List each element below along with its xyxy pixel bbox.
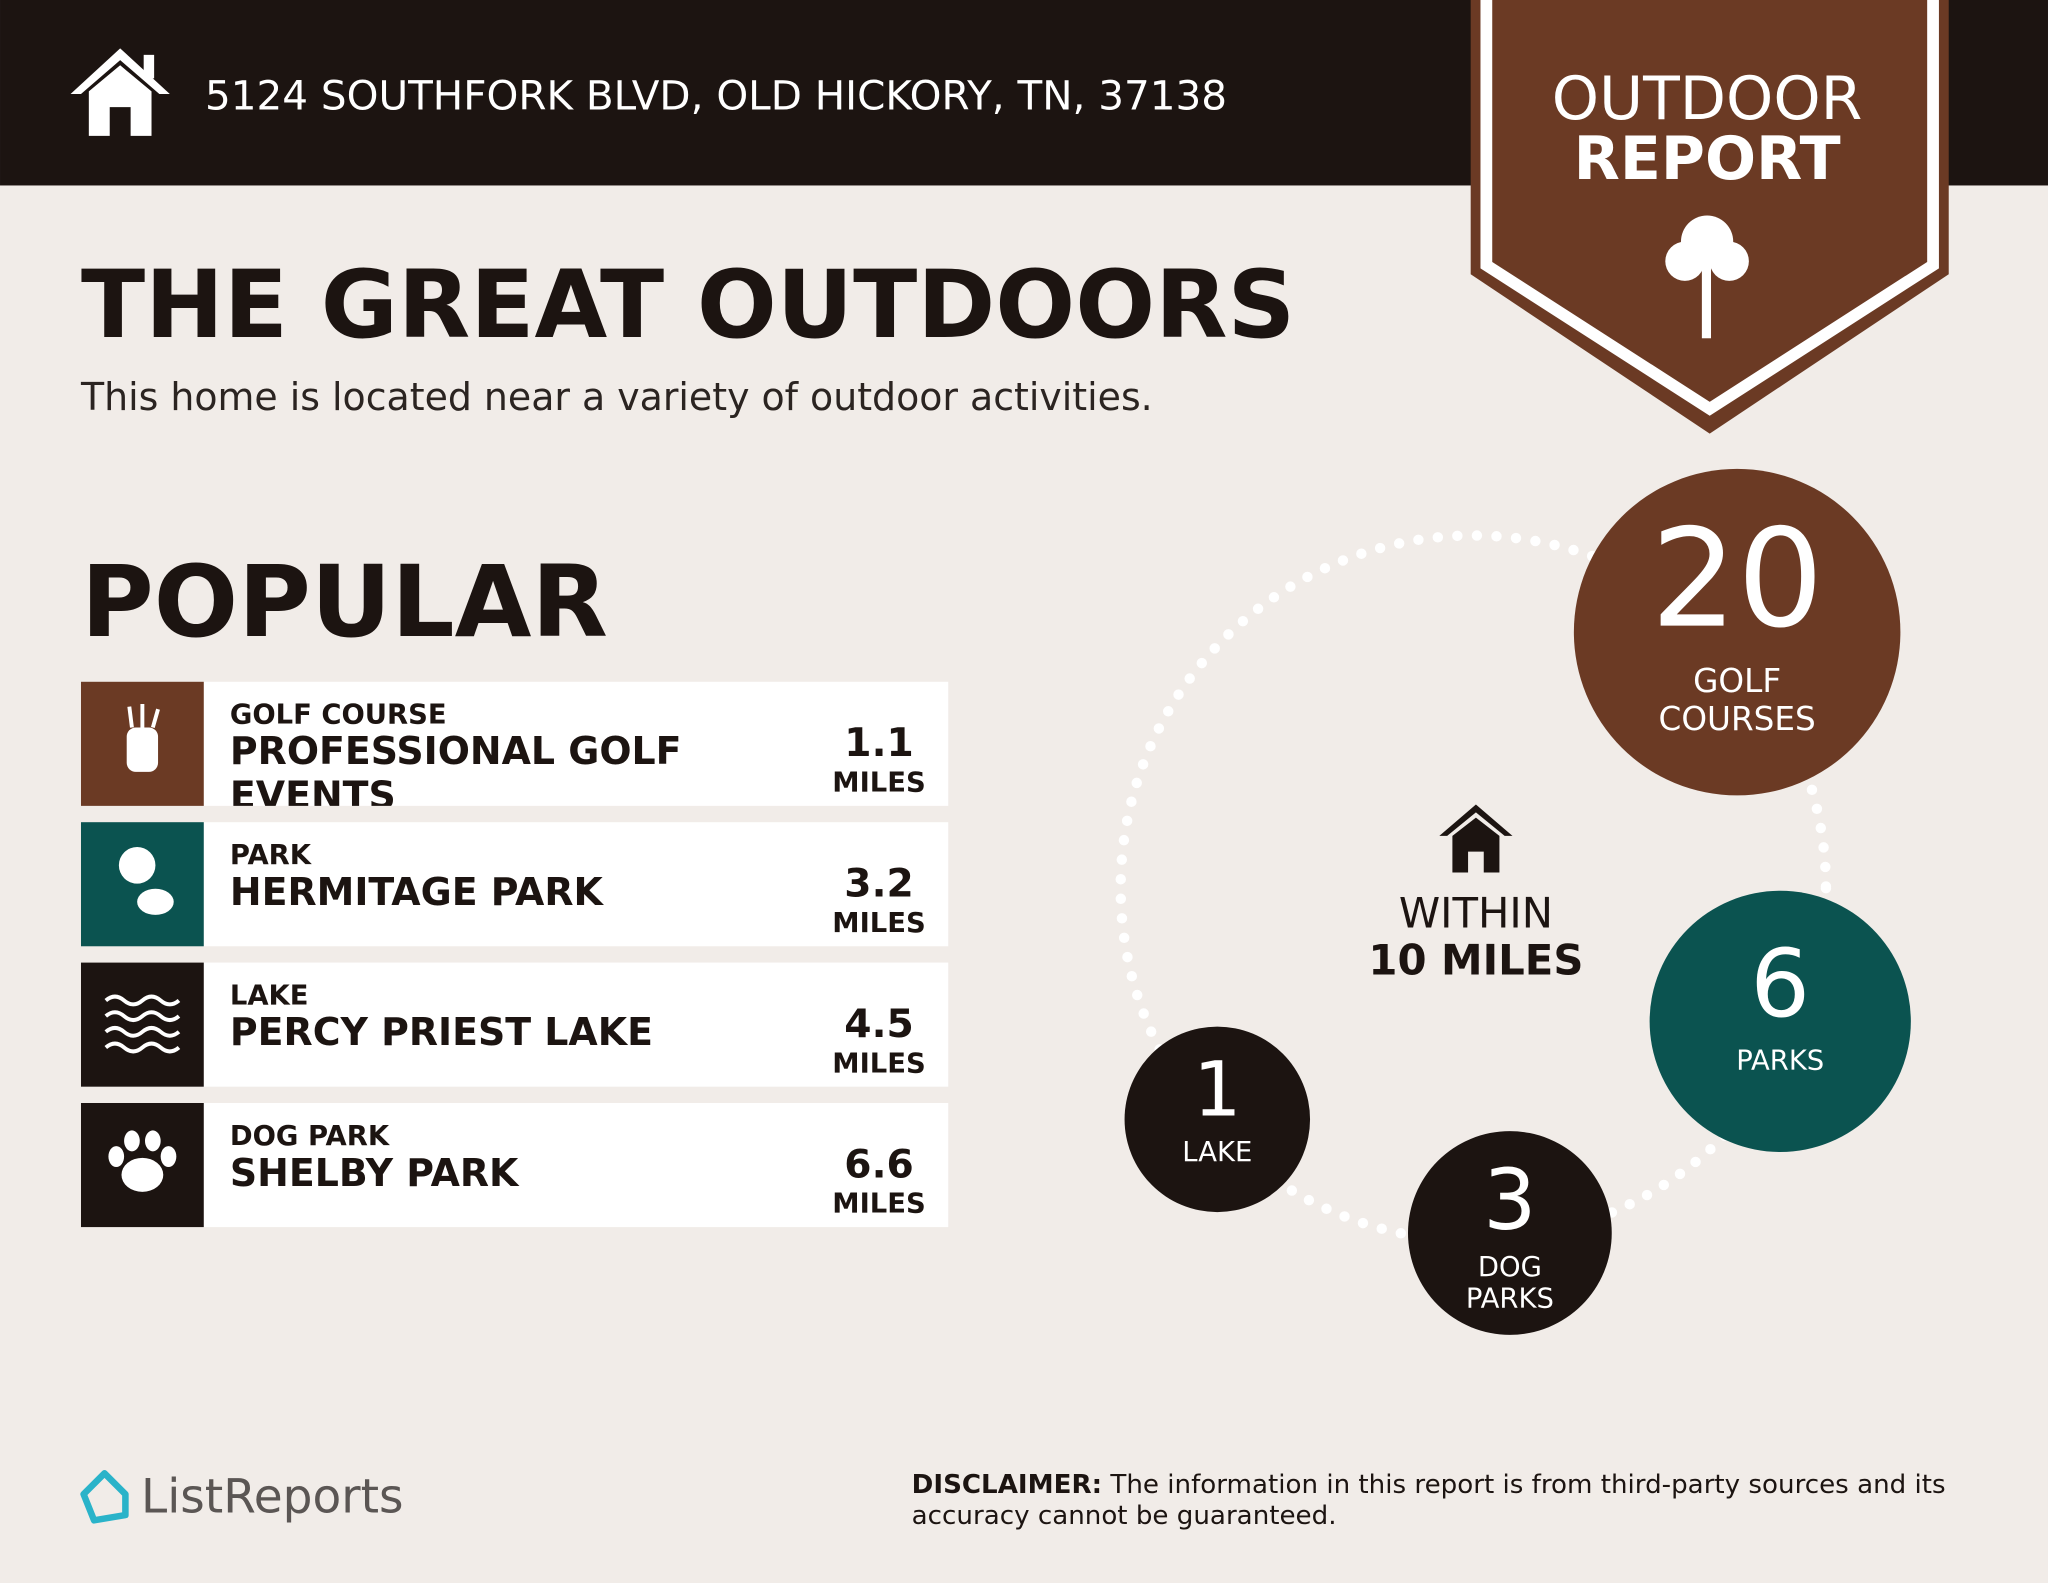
place-name: SHELBY PARK xyxy=(229,1150,519,1195)
paw-icon xyxy=(160,1146,177,1168)
count-bubble xyxy=(1124,1026,1311,1213)
distance-unit: MILES xyxy=(832,1189,925,1220)
place-name: PERCY PRIEST LAKE xyxy=(229,1009,653,1055)
category: GOLF COURSE xyxy=(230,700,447,731)
lake-icon xyxy=(104,1010,181,1023)
count: 1 xyxy=(1193,1046,1241,1134)
place-name-text: HERMITAGE PARK xyxy=(229,869,603,914)
row-panel xyxy=(203,822,949,947)
row-panel xyxy=(203,681,949,806)
row-icon xyxy=(80,962,204,1087)
count-label-text: LAKE xyxy=(1182,1136,1253,1168)
lake-icon xyxy=(104,994,181,1007)
home-icon xyxy=(70,48,170,136)
badge-title: REPORT xyxy=(1574,124,1841,194)
lake-icon xyxy=(104,1041,181,1054)
distance-unit: MILES xyxy=(832,768,925,799)
count-label: LAKE xyxy=(1182,1136,1253,1168)
count-bubble xyxy=(1573,468,1901,796)
count-label: GOLF COURSES xyxy=(1658,661,1816,738)
distance: 6.6 xyxy=(844,1142,913,1187)
disclaimer: DISCLAIMER: The information in this repo… xyxy=(911,1468,1946,1531)
place-name-text: PERCY PRIEST LAKE xyxy=(229,1009,653,1055)
disclaimer-text: The information in this report is from t… xyxy=(911,1468,1946,1531)
place-name: HERMITAGE PARK xyxy=(229,869,603,914)
paw-icon xyxy=(108,1146,125,1168)
badge-border xyxy=(1480,0,1939,416)
heading: THE GREAT OUTDOORS xyxy=(81,251,1295,360)
distance: 1.1 xyxy=(844,721,913,766)
count-bubble xyxy=(1649,890,1911,1152)
row-panel xyxy=(203,962,949,1087)
count: 6 xyxy=(1750,930,1810,1039)
category: LAKE xyxy=(230,980,309,1011)
category: PARK xyxy=(230,840,313,871)
disclaimer-label: DISCLAIMER: xyxy=(911,1468,1103,1500)
tree-icon xyxy=(1665,215,1749,339)
distance: 3.2 xyxy=(844,862,913,907)
badge-title: OUTDOOR xyxy=(1552,64,1863,134)
distance-unit: MILES xyxy=(832,1048,925,1079)
paw-icon xyxy=(144,1130,161,1152)
golf-clubs xyxy=(127,703,160,729)
count-label-text: GOLF COURSES xyxy=(1658,661,1816,738)
place-name-text: SHELBY PARK xyxy=(229,1150,519,1195)
brand-logo xyxy=(80,1470,129,1524)
distance-unit: MILES xyxy=(832,908,925,939)
brand: ListReports xyxy=(141,1469,403,1524)
lake-icon xyxy=(104,1025,181,1038)
paw-icon xyxy=(124,1130,140,1152)
count: 3 xyxy=(1483,1151,1536,1249)
park-icon xyxy=(118,847,156,884)
address: 5124 SOUTHFORK BLVD, OLD HICKORY, TN, 37… xyxy=(205,72,1227,120)
count-label: DOG PARKS xyxy=(1465,1251,1554,1314)
count-label-text: DOG PARKS xyxy=(1465,1251,1554,1314)
paw-icon xyxy=(121,1157,164,1192)
radius-label: 10 MILES xyxy=(1368,935,1583,984)
count-label-text: PARKS xyxy=(1736,1044,1825,1077)
home-icon xyxy=(1439,804,1513,873)
count-bubble xyxy=(1407,1131,1612,1335)
row-panel xyxy=(203,1103,949,1228)
count: 20 xyxy=(1651,501,1824,659)
place-name-text: PROFESSIONAL GOLF EVENTS xyxy=(229,728,682,806)
section-title: POPULAR xyxy=(81,545,608,660)
park-icon xyxy=(137,888,174,915)
within-label: WITHIN xyxy=(1399,888,1553,937)
place-name: PROFESSIONAL GOLF EVENTS xyxy=(229,728,682,806)
golf-bag-icon xyxy=(126,727,159,772)
row-icon xyxy=(80,822,204,947)
subheading: This home is located near a variety of o… xyxy=(80,375,1153,419)
category: DOG PARK xyxy=(230,1121,391,1152)
count-label: PARKS xyxy=(1736,1044,1825,1077)
distance: 4.5 xyxy=(844,1002,913,1047)
